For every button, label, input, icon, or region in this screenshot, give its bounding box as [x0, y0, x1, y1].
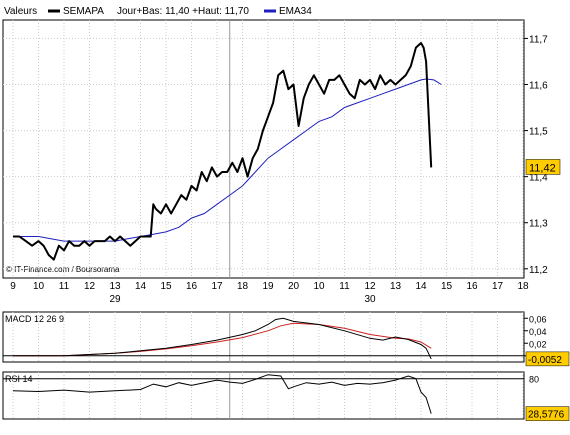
macd-y-tick-label: 0,02: [529, 339, 547, 349]
macd-line: [13, 317, 432, 360]
price-y-tick-label: 11,7: [529, 34, 548, 45]
x-tick-label: 14: [415, 281, 427, 292]
x-tick-label: 11: [59, 281, 70, 292]
rsi-line: [12, 374, 432, 414]
rsi-y-tick-label: 80: [529, 375, 539, 385]
legend-series-name: SEMAPA: [63, 6, 104, 17]
day-label: 29: [109, 294, 121, 305]
x-tick-label: 10: [313, 281, 325, 292]
price-last-badge: [525, 159, 561, 175]
macd-last-label: -0,0052: [528, 355, 562, 366]
price-y-tick-label: 11,3: [529, 219, 548, 230]
x-tick-label: 13: [109, 281, 121, 292]
x-tick-label: 13: [390, 281, 402, 292]
price-last-label: 11,42: [529, 162, 556, 174]
price-y-tick-label: 11,4: [529, 173, 548, 184]
price-line: [13, 42, 433, 261]
rsi-last-label: 28,5776: [528, 410, 565, 421]
x-tick-label: 12: [84, 281, 96, 292]
x-tick-label: 17: [492, 281, 504, 292]
price-y-tick-label: 11,6: [529, 81, 548, 92]
rsi-last-badge: [525, 406, 570, 421]
ema34-line: [13, 78, 442, 242]
x-tick-label: 15: [160, 281, 172, 292]
day-label: 30: [364, 294, 376, 305]
x-tick-label: 9: [10, 281, 16, 292]
x-tick-label: 18: [517, 281, 529, 292]
legend-label: Valeurs: [4, 6, 37, 17]
x-tick-label: 16: [186, 281, 198, 292]
x-tick-label: 12: [364, 281, 376, 292]
x-tick-label: 14: [135, 281, 147, 292]
macd-last-badge: [525, 351, 570, 367]
price-y-tick-label: 11,5: [529, 127, 548, 138]
x-tick-label: 19: [262, 281, 274, 292]
macd-title: MACD 12 26 9: [5, 314, 64, 324]
x-tick-label: 15: [441, 281, 453, 292]
price-y-tick-label: 11,2: [529, 265, 548, 276]
price-panel-frame: [2, 19, 525, 279]
macd-y-tick-label: 0,06: [529, 314, 547, 324]
x-tick-label: 18: [237, 281, 249, 292]
watermark: © IT-Finance.com / Boursorama: [6, 265, 120, 274]
legend-ema-name: EMA34: [279, 6, 312, 17]
x-tick-label: 11: [339, 281, 350, 292]
x-tick-label: 20: [288, 281, 300, 292]
x-tick-label: 10: [33, 281, 45, 292]
x-tick-label: 16: [466, 281, 478, 292]
macd-y-tick-label: 0,04: [529, 327, 547, 337]
legend: Valeurs SEMAPA Jour+Bas: 11,40 +Haut: 11…: [4, 6, 312, 17]
legend-range-text: Jour+Bas: 11,40 +Haut: 11,70: [117, 6, 249, 17]
x-tick-label: 17: [211, 281, 223, 292]
chart-marks: 9 10 11 12 13 14 15 16 17 18 19 20 10 11 12 13 14 15 16 17 1…: [3, 20, 570, 421]
